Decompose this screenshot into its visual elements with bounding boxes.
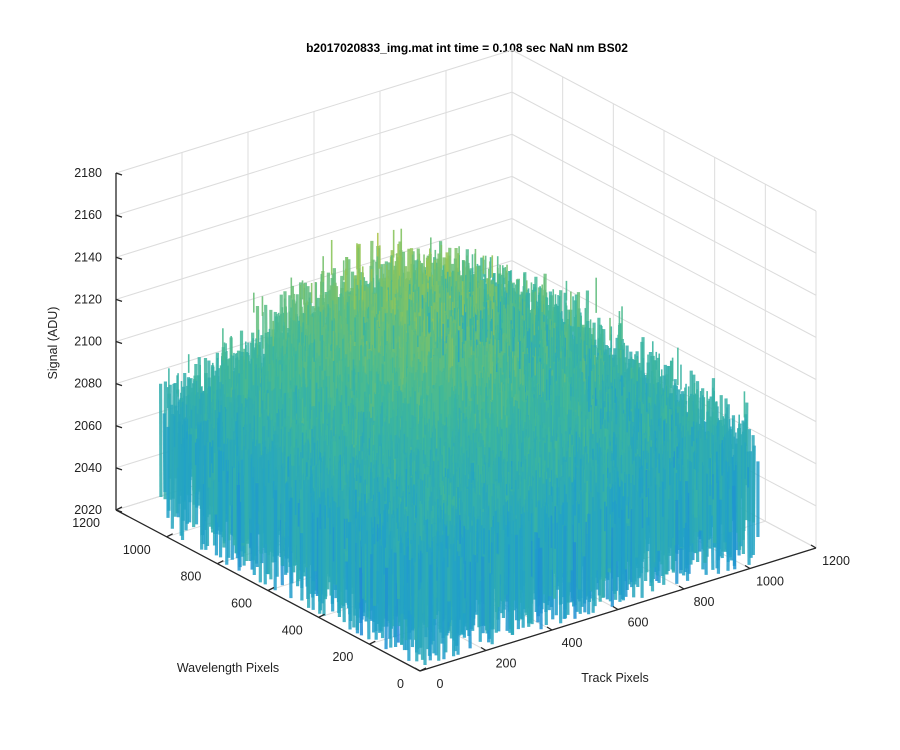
surface-strand	[399, 542, 404, 614]
grid-line-sidewall-z	[511, 49, 817, 212]
surface-strand	[240, 459, 245, 543]
surface-strand	[572, 542, 577, 619]
surface-strand	[195, 438, 200, 508]
surface-strand	[384, 567, 389, 650]
surface-strand	[373, 500, 378, 606]
surface-strand	[504, 525, 509, 595]
grid-line-sidewall-z	[511, 218, 817, 380]
surface-strand	[597, 492, 601, 580]
grid-line-backwall-z	[115, 175, 513, 300]
surface-strand	[605, 506, 609, 600]
surface-strand	[562, 525, 567, 619]
chart-title: b2017020833_img.mat int time = 0.108 sec…	[306, 41, 628, 55]
surface-strand	[236, 484, 241, 571]
surface-strand	[280, 467, 285, 566]
surface-strand	[432, 523, 437, 620]
grid-line-backwall-z	[115, 91, 513, 216]
surface-strand	[456, 551, 461, 655]
surface-strand	[439, 542, 444, 644]
surface-strand	[262, 468, 267, 585]
surface-strand	[516, 500, 521, 621]
surface-strand	[437, 536, 441, 661]
surface-strand	[410, 558, 416, 629]
surface-strand	[184, 431, 190, 524]
surface-strand	[302, 476, 307, 577]
grid-line-sidewall-z	[511, 91, 817, 254]
grid-line-sidewall-z	[511, 133, 817, 296]
surface-strand	[169, 404, 174, 500]
surface-strand	[355, 511, 360, 630]
surface-strand	[247, 449, 252, 519]
surface-strand	[444, 529, 448, 653]
surface-strand	[414, 522, 418, 640]
surface-strand	[361, 515, 367, 599]
surface-strand	[606, 486, 611, 569]
grid-line-backwall-z	[115, 218, 513, 342]
surface-strand	[367, 499, 372, 620]
surface-strand	[650, 467, 655, 592]
surface-strand	[203, 443, 208, 550]
surface-strand	[507, 521, 512, 633]
grid-line-backwall-z	[115, 133, 513, 258]
grid-line-sidewall-z	[511, 175, 817, 338]
surface-strand	[403, 555, 408, 620]
surface-strand	[162, 413, 167, 493]
grid-line-sidewall-z	[511, 260, 817, 423]
surface-strand	[688, 460, 693, 565]
surface-strand	[377, 527, 382, 631]
grid-line-backwall-z	[115, 49, 513, 174]
surface-strand	[685, 481, 690, 581]
surface-strand	[359, 567, 364, 636]
surface-strand	[558, 510, 563, 624]
surface-plot	[158, 228, 760, 666]
